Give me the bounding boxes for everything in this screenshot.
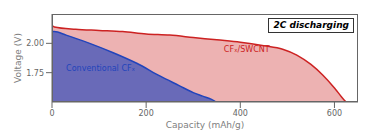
svg-text:1.75: 1.75 [26,69,44,78]
svg-text:2.00: 2.00 [26,39,44,48]
svg-text:CFₓ/SWCNT: CFₓ/SWCNT [224,45,270,54]
svg-text:0: 0 [49,109,54,118]
svg-text:200: 200 [139,109,154,118]
html-text:2C discharging: 2C discharging [273,20,349,30]
svg-text:400: 400 [233,109,248,118]
svg-text:600: 600 [327,109,342,118]
svg-text:Voltage (V): Voltage (V) [13,33,23,83]
svg-text:Conventional CFₓ: Conventional CFₓ [66,64,135,73]
svg-text:Capacity (mAh/g): Capacity (mAh/g) [166,120,245,130]
